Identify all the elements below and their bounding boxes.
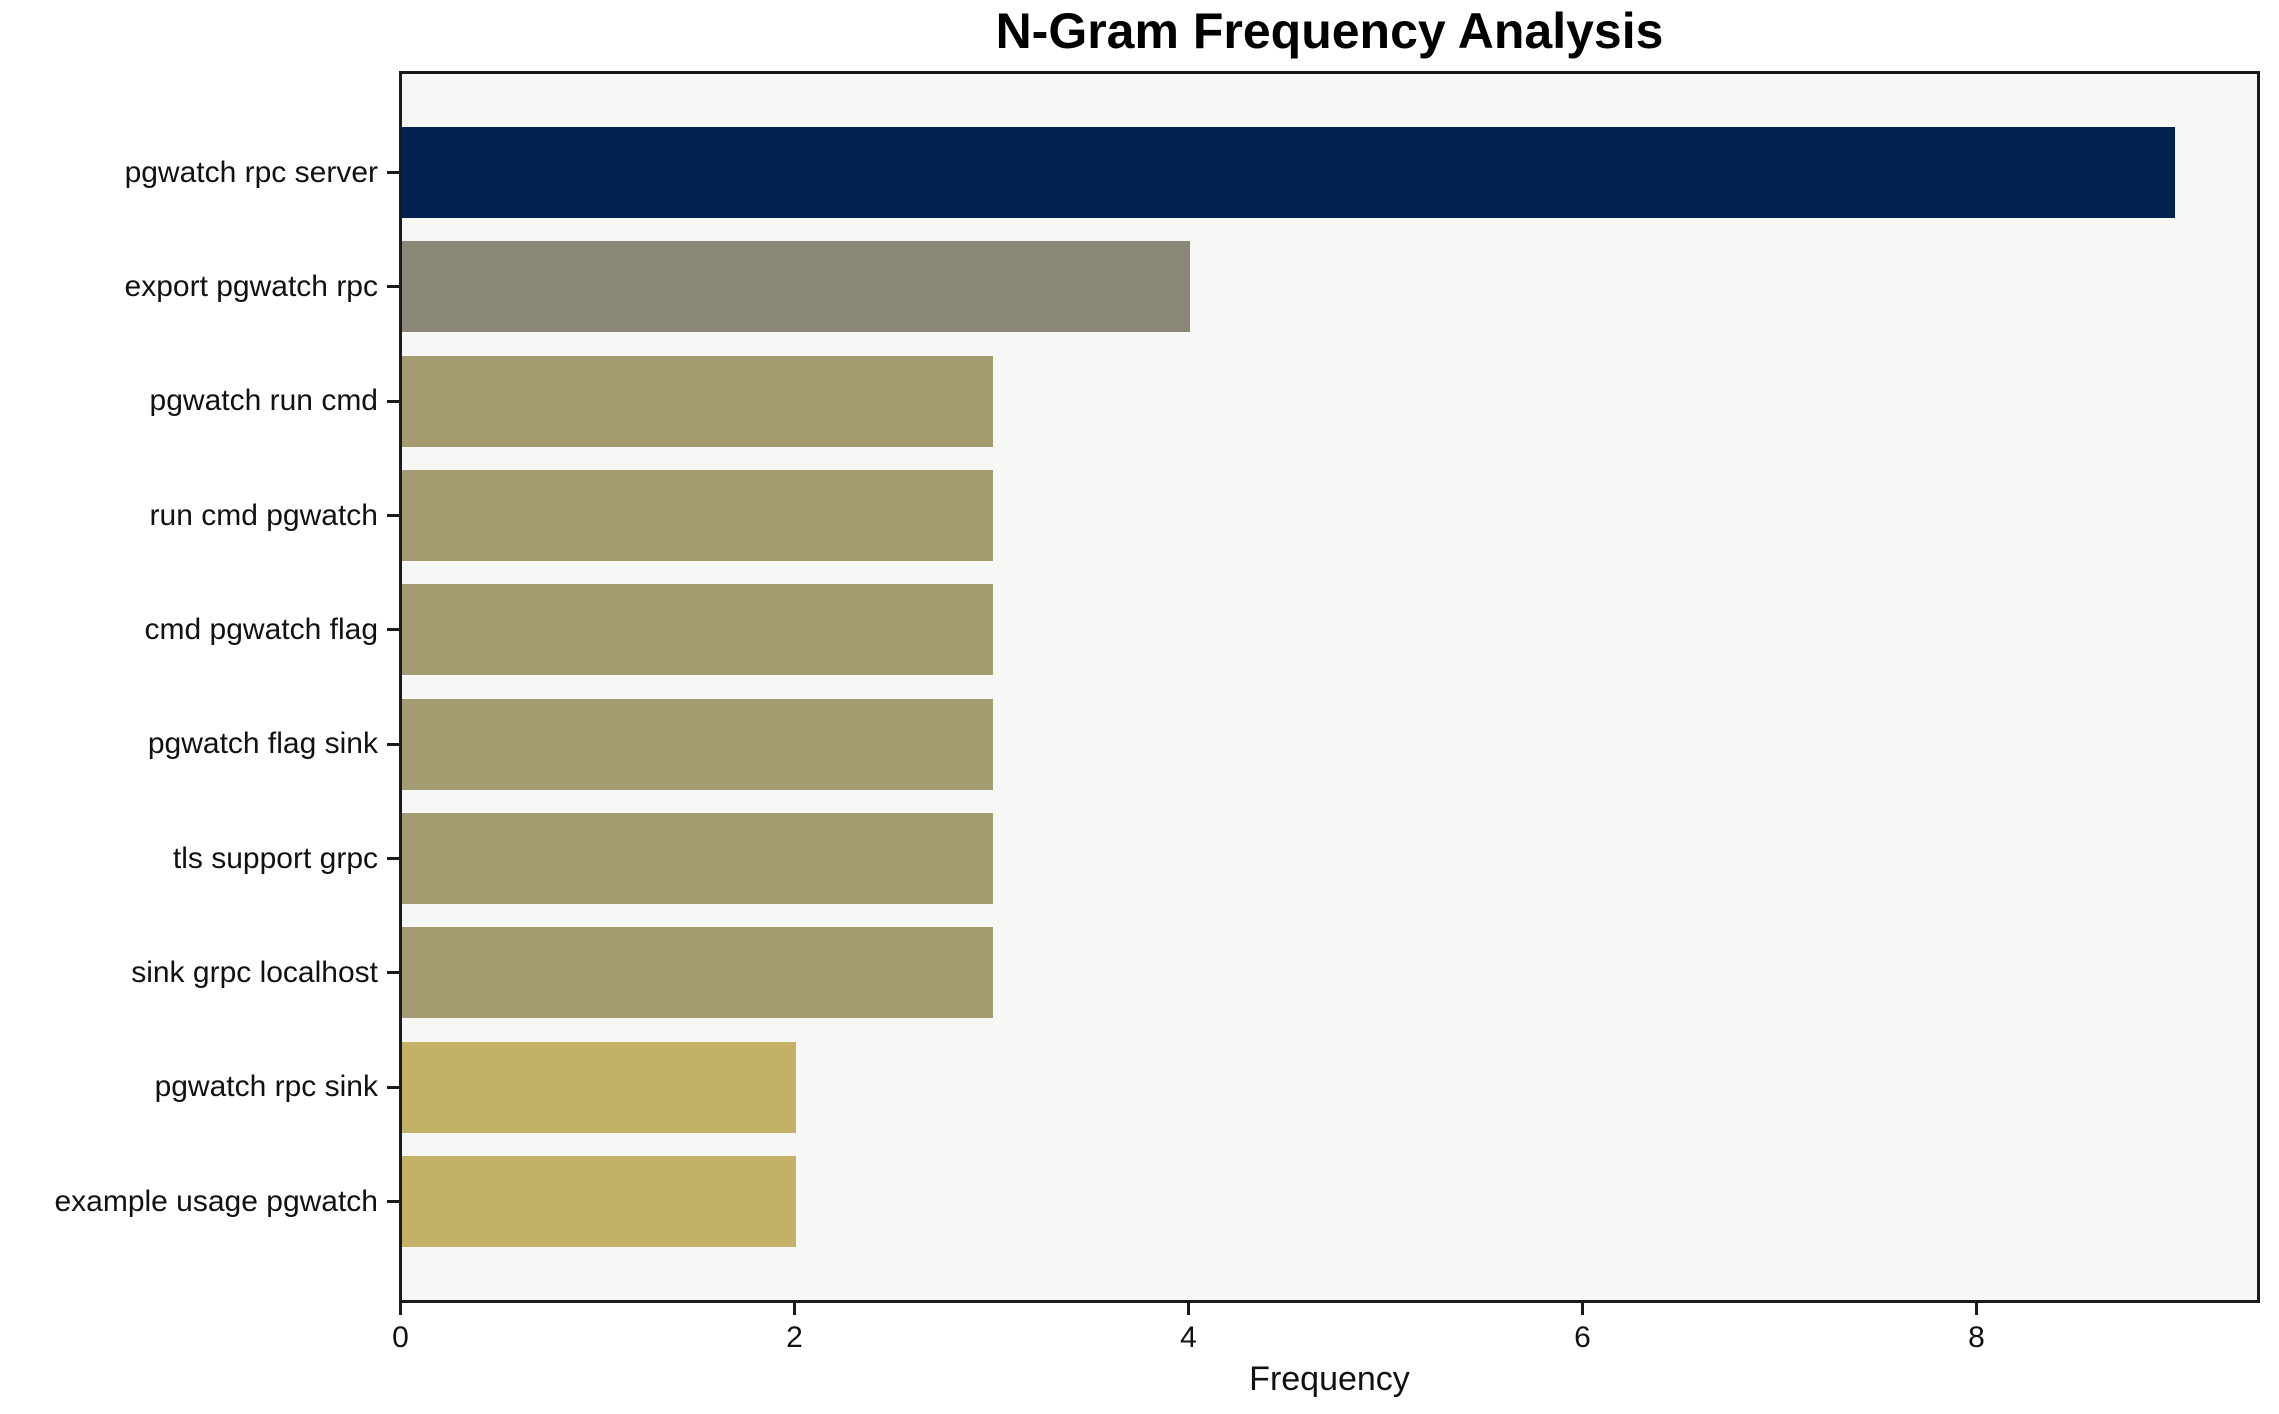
bar bbox=[402, 355, 993, 447]
bar bbox=[402, 127, 2175, 218]
y-tick-label: sink grpc localhost bbox=[131, 955, 378, 989]
bar bbox=[402, 584, 993, 676]
y-axis-tick bbox=[387, 628, 399, 632]
y-tick-label: pgwatch rpc server bbox=[124, 155, 378, 189]
y-tick-label: cmd pgwatch flag bbox=[144, 612, 378, 646]
bar bbox=[402, 927, 993, 1019]
y-axis-tick bbox=[387, 399, 399, 403]
x-axis-label: Frequency bbox=[1249, 1360, 1410, 1398]
bar bbox=[402, 698, 993, 790]
bar bbox=[402, 813, 993, 904]
x-axis-tick bbox=[793, 1303, 796, 1315]
bar bbox=[402, 1156, 796, 1247]
chart-title: N-Gram Frequency Analysis bbox=[995, 3, 1664, 59]
y-tick-label: pgwatch rpc sink bbox=[154, 1070, 378, 1104]
y-tick-label: export pgwatch rpc bbox=[124, 269, 378, 303]
x-axis-tick bbox=[399, 1303, 402, 1315]
y-tick-label: tls support grpc bbox=[172, 841, 378, 875]
bar bbox=[402, 1041, 796, 1133]
x-tick-label: 2 bbox=[786, 1321, 803, 1354]
y-tick-label: run cmd pgwatch bbox=[149, 498, 378, 532]
y-tick-label: pgwatch flag sink bbox=[147, 727, 378, 761]
x-tick-label: 4 bbox=[1180, 1321, 1197, 1354]
x-tick-label: 0 bbox=[392, 1321, 409, 1354]
y-axis-tick bbox=[387, 857, 399, 860]
plot-area bbox=[399, 71, 2260, 1303]
y-tick-label: example usage pgwatch bbox=[54, 1184, 378, 1218]
y-axis-tick bbox=[387, 1085, 399, 1089]
x-axis-tick bbox=[1975, 1303, 1978, 1315]
y-axis-tick bbox=[387, 742, 399, 746]
y-axis-tick bbox=[387, 1200, 399, 1203]
y-axis-tick bbox=[387, 971, 399, 975]
y-axis-tick bbox=[387, 285, 399, 289]
bar bbox=[402, 470, 993, 561]
y-tick-label: pgwatch run cmd bbox=[149, 384, 378, 418]
x-tick-label: 8 bbox=[1968, 1321, 1985, 1354]
y-axis-tick bbox=[387, 514, 399, 517]
y-axis-tick bbox=[387, 171, 399, 174]
bar bbox=[402, 241, 1190, 333]
x-axis-tick bbox=[1581, 1303, 1584, 1315]
x-axis-tick bbox=[1187, 1303, 1190, 1315]
x-tick-label: 6 bbox=[1574, 1321, 1591, 1354]
